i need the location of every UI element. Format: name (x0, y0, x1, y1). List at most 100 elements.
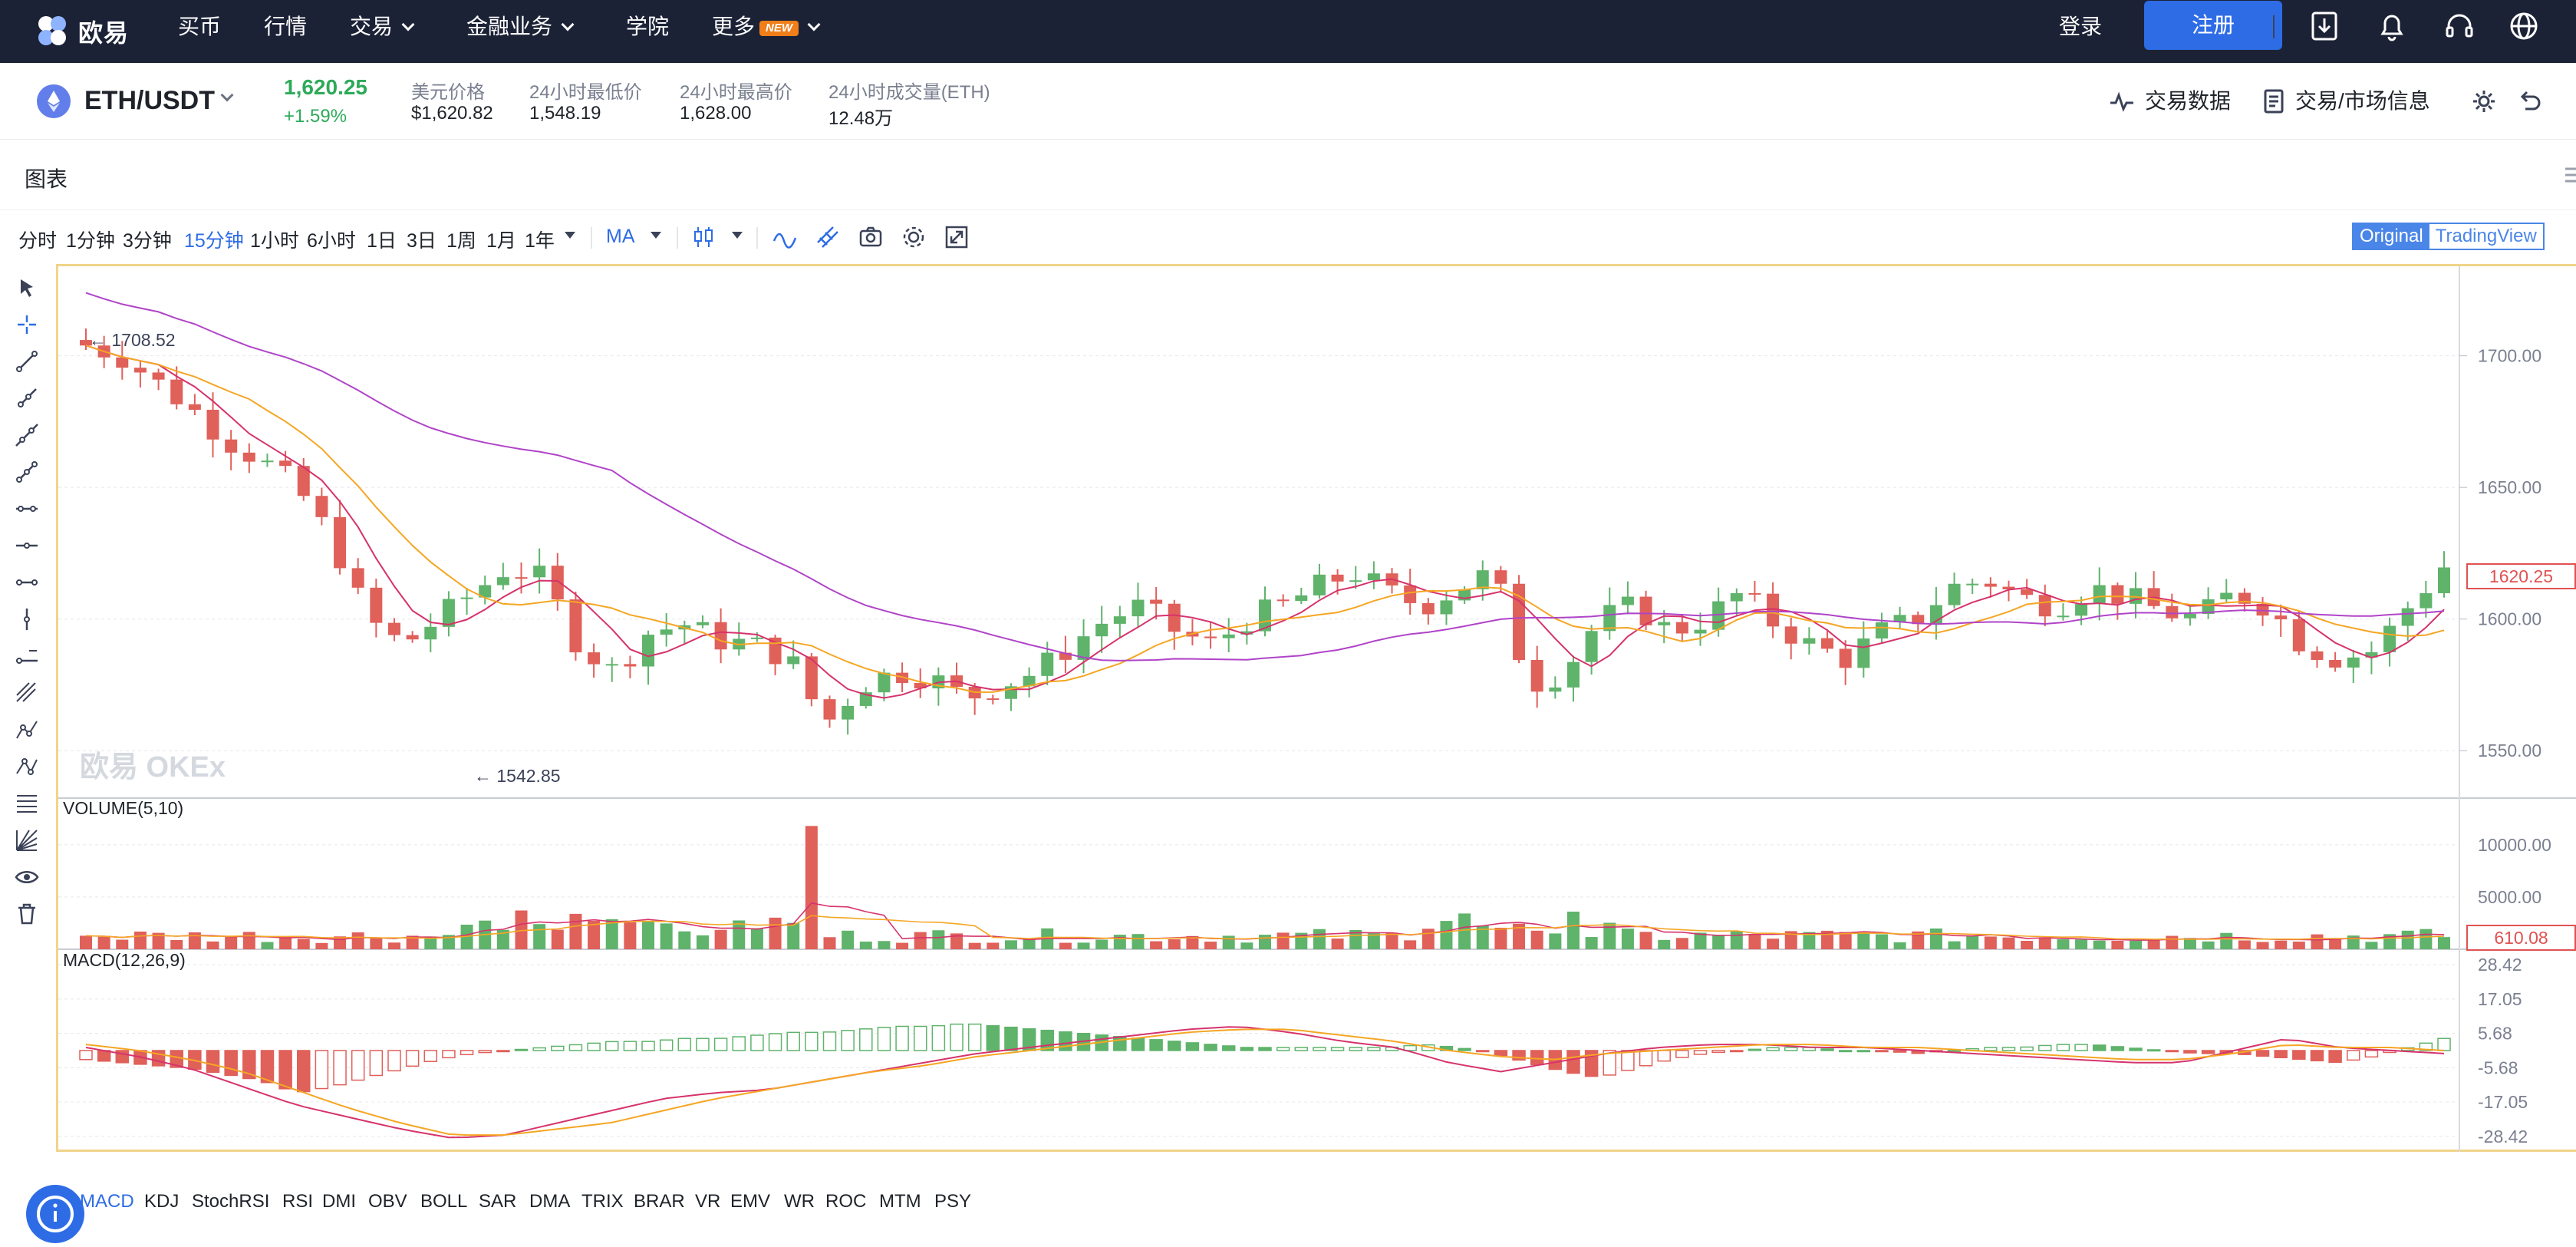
parallel-channel-icon[interactable] (14, 459, 40, 485)
indicator-rsi[interactable]: RSI (282, 1191, 314, 1212)
timeframe-1m[interactable]: 1分钟 (66, 230, 115, 252)
register-button[interactable]: 注册 (2144, 1, 2282, 50)
indicator-stochrsi[interactable]: StochRSI (192, 1191, 270, 1212)
indicator-mtm[interactable]: MTM (879, 1191, 921, 1212)
triangle-pattern-icon[interactable] (14, 754, 40, 780)
crosshair-icon[interactable] (14, 312, 40, 338)
chevron-down-icon[interactable] (220, 88, 234, 102)
login-button[interactable]: 登录 (2059, 15, 2103, 38)
indicator-wr[interactable]: WR (784, 1191, 815, 1212)
volume-bar (2202, 941, 2215, 949)
low-24h-value: 1,548.19 (529, 103, 601, 124)
eye-icon[interactable] (14, 864, 40, 890)
trading-data-link[interactable]: 交易数据 (2145, 89, 2232, 113)
download-icon[interactable] (2308, 9, 2341, 43)
fibonacci-icon[interactable] (14, 790, 40, 816)
indicator-obv[interactable]: OBV (368, 1191, 407, 1212)
timeframe-15m[interactable]: 15分钟 (184, 230, 244, 252)
horizontal-ray-icon[interactable] (14, 533, 40, 559)
nav-trade[interactable]: 交易 (350, 0, 415, 63)
indicator-select[interactable]: MA (606, 226, 635, 247)
timeframe-1w[interactable]: 1周 (446, 230, 476, 252)
indicator-emv[interactable]: EMV (730, 1191, 771, 1212)
indicator-dma[interactable]: DMA (529, 1191, 571, 1212)
candle-up (605, 664, 618, 666)
price-line-icon[interactable] (14, 643, 40, 669)
volume-bar (660, 923, 673, 949)
nav-finance[interactable]: 金融业务 (466, 0, 575, 63)
macd-hist-up (895, 1025, 909, 1051)
indicator-macd[interactable]: MACD (80, 1191, 134, 1212)
bell-icon[interactable] (2375, 9, 2409, 43)
timeframe-6h[interactable]: 6小时 (307, 230, 356, 252)
market-info-link[interactable]: 交易/市场信息 (2295, 89, 2430, 113)
horizontal-line-icon[interactable] (14, 496, 40, 522)
view-original[interactable]: Original (2354, 224, 2429, 249)
timeframe-1d[interactable]: 1日 (367, 230, 397, 252)
document-icon[interactable] (2260, 87, 2288, 115)
volume-bar (1929, 928, 1942, 949)
candle-type-icon[interactable] (690, 224, 716, 250)
indicator-sar[interactable]: SAR (479, 1191, 517, 1212)
headset-icon[interactable] (2443, 9, 2476, 43)
macd-hist-up (1838, 1050, 1853, 1053)
indicator-dmi[interactable]: DMI (322, 1191, 356, 1212)
volume-bar (987, 942, 1000, 949)
camera-icon[interactable] (858, 224, 884, 250)
trend-line-icon[interactable] (14, 348, 40, 374)
ray-icon[interactable] (14, 385, 40, 411)
fullscreen-icon[interactable] (944, 224, 970, 250)
okx-logo[interactable]: 欧易 (34, 12, 129, 51)
timeframe-1y[interactable]: 1年 (525, 230, 555, 252)
drawing-tools-icon[interactable] (815, 224, 841, 250)
high-price-marker: ← 1708.52 (89, 330, 176, 350)
info-button[interactable] (26, 1185, 84, 1243)
top-navigation-bar: 欧易 买币 行情 交易 金融业务 学院 更多 NEW 登录 注册 (0, 0, 2576, 63)
nav-more[interactable]: 更多 NEW (712, 0, 821, 63)
indicator-wave-icon[interactable] (772, 224, 798, 250)
pulse-icon[interactable] (2108, 87, 2136, 115)
candle-up (1440, 600, 1453, 615)
indicator-psy[interactable]: PSY (934, 1191, 972, 1212)
timeframe-line[interactable]: 分时 (18, 230, 58, 252)
pitchfork-icon[interactable] (14, 680, 40, 706)
candle-up (1549, 687, 1562, 692)
panel-menu-icon[interactable] (2562, 164, 2576, 187)
view-tradingview[interactable]: TradingView (2429, 224, 2543, 249)
chart-settings-icon[interactable] (901, 224, 927, 250)
macd-hist-up (1313, 1047, 1326, 1051)
globe-icon[interactable] (2507, 9, 2541, 43)
cursor-arrow-icon[interactable] (14, 275, 40, 301)
volume-bar (1767, 939, 1780, 949)
indicator-kdj[interactable]: KDJ (144, 1191, 180, 1212)
chevron-down-icon[interactable] (732, 232, 743, 239)
undo-icon[interactable] (2516, 87, 2544, 115)
trash-icon[interactable] (14, 901, 40, 927)
timeframe-3m[interactable]: 3分钟 (123, 230, 172, 252)
timeframe-3d[interactable]: 3日 (407, 230, 436, 252)
timeframe-1mo[interactable]: 1月 (486, 230, 516, 252)
trading-pair-selector[interactable]: ETH/USDT (84, 86, 215, 115)
extended-line-icon[interactable] (14, 422, 40, 448)
macd-hist-down (1639, 1050, 1653, 1067)
horizontal-segment-icon[interactable] (14, 569, 40, 595)
gann-fan-icon[interactable] (14, 827, 40, 853)
wave-pattern-icon[interactable] (14, 717, 40, 743)
kline-chart[interactable]: 1700.00 1650.00 1600.00 1550.00 10000.00 5000… (58, 266, 2576, 1152)
indicator-brar[interactable]: BRAR (634, 1191, 685, 1212)
indicator-trix[interactable]: TRIX (581, 1191, 624, 1212)
indicator-boll[interactable]: BOLL (420, 1191, 468, 1212)
nav-markets[interactable]: 行情 (264, 15, 308, 38)
nav-buy-crypto[interactable]: 买币 (178, 15, 222, 38)
settings-gear-icon[interactable] (2470, 87, 2498, 115)
timeframe-1h[interactable]: 1小时 (250, 230, 299, 252)
vertical-line-icon[interactable] (14, 606, 40, 632)
volume-bar (769, 917, 782, 949)
volume-bar (1694, 932, 1707, 949)
macd-hist-up (696, 1038, 710, 1051)
chevron-down-icon[interactable] (565, 232, 575, 239)
indicator-roc[interactable]: ROC (825, 1191, 867, 1212)
chevron-down-icon[interactable] (651, 232, 661, 239)
nav-academy[interactable]: 学院 (626, 15, 670, 38)
indicator-vr[interactable]: VR (695, 1191, 721, 1212)
